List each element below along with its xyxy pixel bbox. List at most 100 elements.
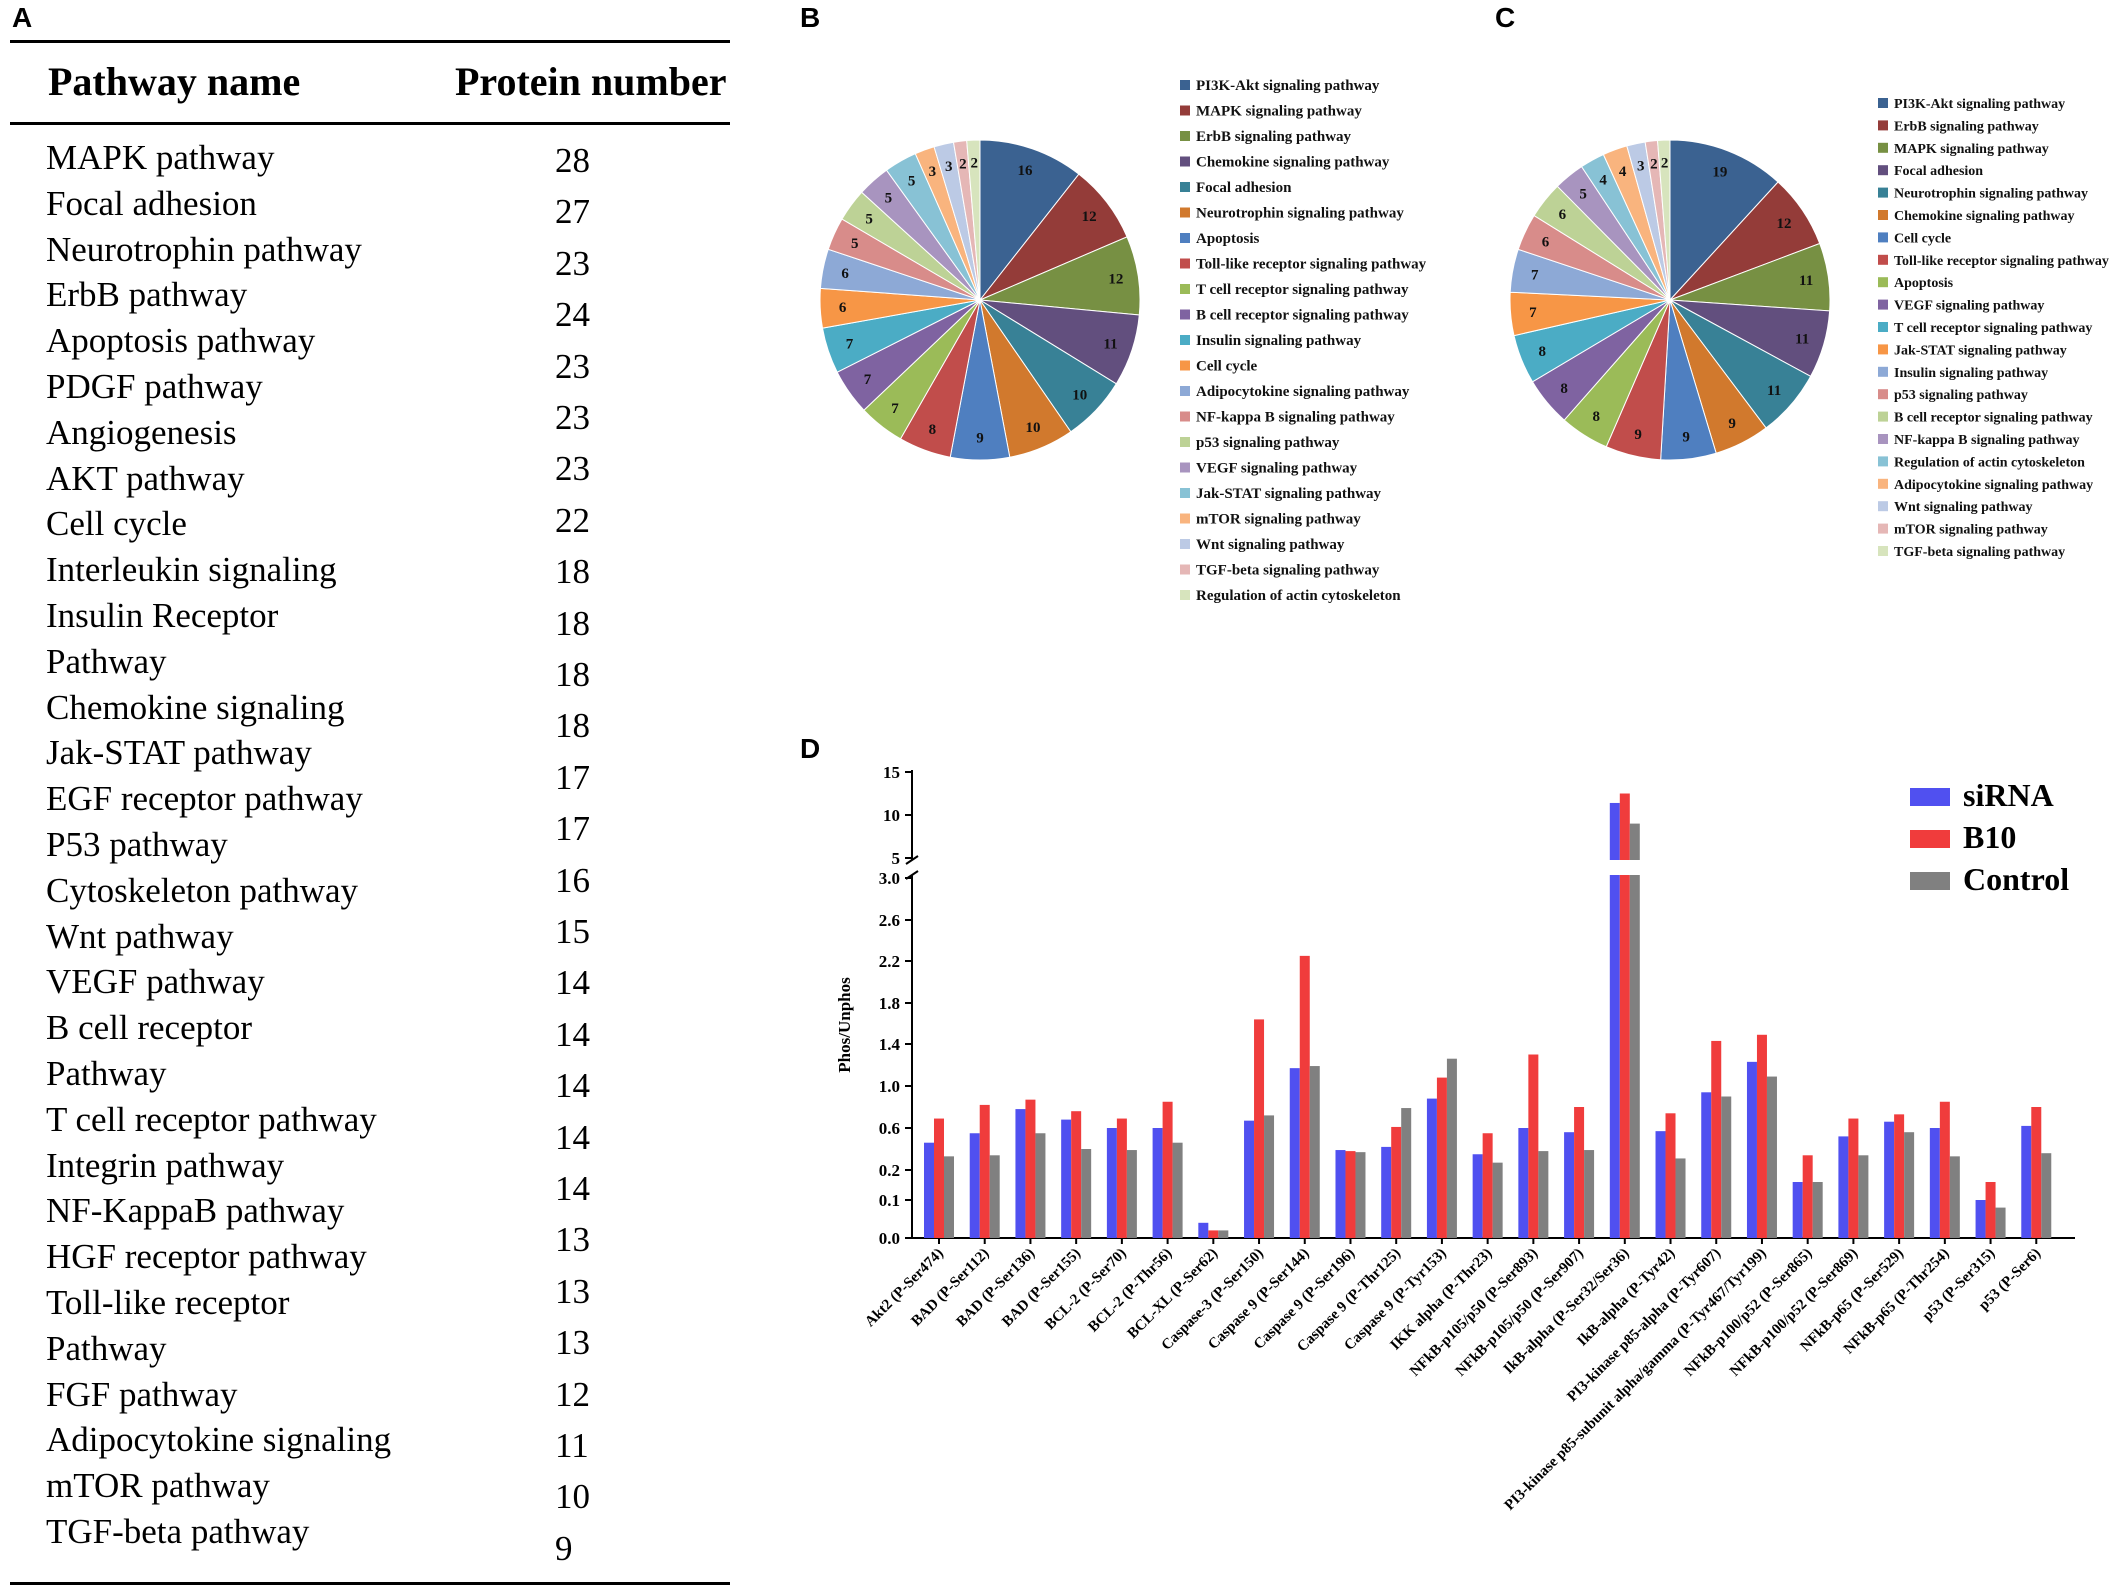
pathway-name-cell: PDGF pathway	[46, 367, 263, 406]
legend-label: Toll-like receptor signaling pathway	[1196, 257, 1427, 273]
legend-label: Focal adhesion	[1196, 180, 1292, 196]
legend-label: T cell receptor signaling pathway	[1196, 282, 1409, 298]
protein-number-cell: 18	[555, 552, 590, 592]
protein-number-cell: 9	[555, 1528, 573, 1568]
pathway-name-cell: EGF receptor pathway	[46, 779, 363, 819]
y-tick-label: 1.4	[879, 1035, 901, 1054]
legend-label: Wnt signaling pathway	[1894, 500, 2032, 515]
legend-label: p53 signaling pathway	[1894, 388, 2028, 403]
legend-swatch	[1180, 309, 1190, 320]
pathway-name-cell: Cell cycle	[46, 504, 187, 544]
legend-label: Chemokine signaling pathway	[1894, 209, 2074, 224]
bar	[924, 1142, 934, 1238]
slice-value-label: 9	[976, 431, 984, 447]
protein-number-cell: 14	[555, 1117, 590, 1157]
pathway-name-cell: HGF receptor pathway	[46, 1237, 367, 1277]
slice-value-label: 8	[1592, 409, 1600, 425]
bar	[2041, 1153, 2052, 1238]
slice-value-label: 10	[1072, 388, 1087, 404]
legend-swatch	[1878, 389, 1888, 400]
bar	[1929, 1128, 1940, 1238]
bar	[1995, 1207, 2006, 1238]
legend-swatch	[1878, 344, 1888, 355]
legend-swatch	[1180, 233, 1190, 243]
legend-label: NF-kappa B signaling pathway	[1894, 433, 2080, 448]
bar	[1254, 1019, 1265, 1238]
legend-swatch	[1878, 165, 1888, 176]
slice-value-label: 5	[865, 211, 873, 227]
legend-swatch	[1180, 411, 1190, 422]
x-tick-label: BAD (P-Ser155)	[999, 1246, 1084, 1331]
bar	[1116, 1118, 1127, 1238]
bar	[1401, 1108, 1412, 1238]
slice-value-label: 7	[891, 401, 899, 417]
bar	[1126, 1150, 1137, 1238]
pie-slice	[1669, 139, 1779, 302]
bar	[1619, 793, 1630, 860]
slice-value-label: 11	[1799, 273, 1813, 289]
legend-label: mTOR signaling pathway	[1894, 523, 2048, 538]
bar	[1802, 1155, 1813, 1238]
legend-label: Regulation of actin cytoskeleton	[1894, 455, 2085, 470]
legend-label: Apoptosis	[1196, 231, 1260, 247]
pathway-name-cell: Cytoskeleton pathway	[46, 870, 359, 910]
pathway-name-cell: mTOR pathway	[46, 1466, 270, 1506]
legend-label: B10	[1963, 819, 2016, 855]
pathway-name-cell: Interleukin signaling	[46, 550, 337, 590]
table-top-rule	[10, 40, 730, 43]
slice-value-label: 6	[1542, 235, 1550, 251]
bar	[1482, 1133, 1493, 1238]
bar	[1711, 1040, 1722, 1238]
pathway-name-cell: Angiogenesis	[46, 412, 237, 452]
legend-label: Chemokine signaling pathway	[1196, 155, 1390, 171]
legend-swatch	[1878, 546, 1888, 556]
legend-label: Apoptosis	[1894, 276, 1954, 291]
legend-swatch	[1878, 254, 1888, 265]
legend-label: NF-kappa B signaling pathway	[1196, 410, 1395, 426]
legend-swatch	[1878, 434, 1888, 444]
bar	[1025, 1099, 1036, 1238]
panel-label-d: D	[800, 733, 821, 764]
legend-label: Cell cycle	[1196, 359, 1258, 375]
pathway-name-cell: Insulin Receptor	[46, 596, 279, 635]
y-tick-label: 0.0	[879, 1229, 900, 1248]
pie-slice	[1656, 139, 1671, 301]
pathway-name-cell: FGF pathway	[46, 1374, 238, 1414]
bar	[1518, 1128, 1529, 1238]
legend-swatch	[1878, 411, 1888, 422]
bar	[1584, 1150, 1595, 1238]
pathway-name-cell: NF-KappaB pathway	[46, 1191, 345, 1231]
legend-swatch	[1878, 120, 1888, 131]
bar	[1609, 875, 1620, 1238]
legend-swatch	[1180, 284, 1190, 294]
bar	[1538, 1151, 1549, 1238]
slice-value-label: 3	[1637, 159, 1645, 175]
slice-value-label: 11	[1103, 337, 1117, 353]
legend-swatch	[1878, 277, 1888, 288]
protein-number-cell: 13	[555, 1323, 590, 1363]
bar	[1528, 1054, 1539, 1238]
legend-swatch	[1878, 322, 1888, 332]
axis-break-mark	[905, 855, 919, 865]
pathway-name-cell: Pathway	[46, 1328, 167, 1368]
protein-number-cell: 14	[555, 1169, 590, 1208]
protein-number-cell: 23	[555, 398, 590, 437]
legend-swatch	[1878, 501, 1888, 512]
legend-swatch	[1180, 207, 1190, 218]
bar	[1345, 1151, 1356, 1238]
x-tick-label: Akt2 (P-Ser474)	[862, 1246, 947, 1331]
protein-number-cell: 14	[555, 963, 590, 1003]
table-header-rule	[10, 122, 730, 125]
slice-value-label: 9	[1682, 430, 1690, 446]
bar	[1848, 1118, 1859, 1238]
slice-value-label: 3	[945, 159, 953, 175]
bar	[1985, 1182, 1996, 1238]
bar	[1299, 955, 1310, 1238]
y-tick-label: 2.2	[879, 952, 900, 971]
y-tick-label: 5	[892, 849, 901, 868]
protein-number-cell: 11	[555, 1426, 589, 1465]
legend-swatch	[1910, 872, 1950, 890]
protein-number-cell: 14	[555, 1014, 590, 1054]
